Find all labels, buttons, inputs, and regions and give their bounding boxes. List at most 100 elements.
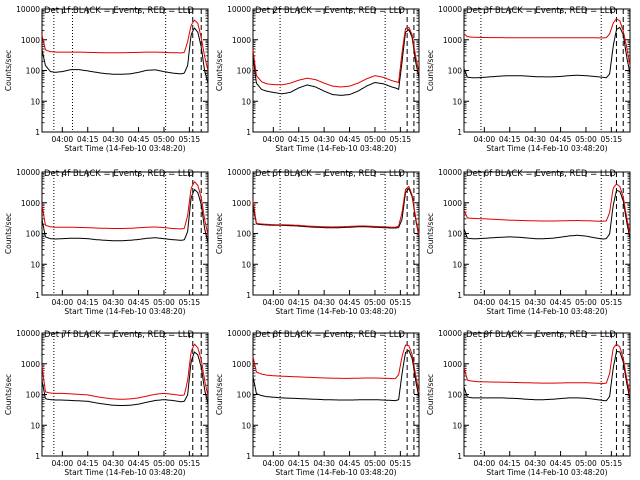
panel-title: Det 9f BLACK = Events, RED = LLD bbox=[466, 330, 616, 340]
x-tick-label: 04:15 bbox=[288, 459, 310, 468]
x-tick-label: 04:15 bbox=[499, 135, 521, 144]
panel-8: Det 8f BLACK = Events, RED = LLD 1 10 100 10… bbox=[215, 329, 420, 477]
x-tick-label: 04:45 bbox=[339, 459, 361, 468]
panel-title: Det 1f BLACK = Events, RED = LLD bbox=[44, 6, 194, 16]
y-tick-label: 10000 bbox=[438, 5, 462, 14]
events-series-line bbox=[252, 28, 420, 96]
x-tick-label: 04:00 bbox=[263, 298, 285, 307]
panel-title: Det 2f BLACK = Events, RED = LLD bbox=[255, 6, 405, 16]
x-tick-label: 04:00 bbox=[52, 459, 74, 468]
y-tick-label: 10000 bbox=[16, 329, 40, 338]
x-tick-label: 04:00 bbox=[474, 135, 496, 144]
x-tick-label: 04:30 bbox=[102, 135, 124, 144]
y-tick-label: 1 bbox=[457, 291, 462, 300]
x-tick-label: 04:45 bbox=[128, 135, 150, 144]
y-tick-label: 1 bbox=[35, 128, 40, 137]
plot-frame bbox=[41, 332, 209, 457]
y-tick-label: 10 bbox=[241, 97, 251, 106]
x-tick-label: 04:15 bbox=[499, 459, 521, 468]
panel-3: Det 3f BLACK = Events, RED = LLD 1 10 100 10… bbox=[426, 5, 631, 153]
y-axis-label: Counts/sec bbox=[4, 374, 13, 415]
x-tick-label: 04:45 bbox=[128, 298, 150, 307]
y-axis-label: Counts/sec bbox=[426, 213, 435, 254]
plot-frame bbox=[252, 332, 420, 457]
panel-title: Det 3f BLACK = Events, RED = LLD bbox=[466, 6, 616, 16]
y-tick-label: 10 bbox=[30, 421, 40, 430]
x-tick-label: 05:00 bbox=[153, 459, 175, 468]
y-tick-label: 1000 bbox=[443, 199, 462, 208]
x-tick-label: 04:30 bbox=[524, 459, 546, 468]
x-tick-label: 04:15 bbox=[288, 135, 310, 144]
x-axis-label: Start Time (14-Feb-10 03:48:20) bbox=[275, 307, 396, 316]
plot-frame bbox=[252, 8, 420, 133]
panel-9: Det 9f BLACK = Events, RED = LLD 1 10 100 10… bbox=[426, 329, 631, 477]
x-tick-label: 05:15 bbox=[179, 135, 201, 144]
y-tick-label: 10000 bbox=[227, 5, 251, 14]
x-tick-label: 04:15 bbox=[288, 298, 310, 307]
lld-series-line bbox=[252, 185, 420, 236]
y-tick-label: 10 bbox=[241, 421, 251, 430]
x-tick-label: 04:00 bbox=[263, 135, 285, 144]
y-tick-label: 10000 bbox=[227, 329, 251, 338]
panel-6: Det 6f BLACK = Events, RED = LLD 1 10 100 10… bbox=[426, 168, 631, 316]
y-tick-label: 1 bbox=[246, 452, 251, 461]
x-tick-label: 04:45 bbox=[550, 298, 572, 307]
x-tick-label: 05:00 bbox=[575, 135, 597, 144]
y-tick-label: 1000 bbox=[232, 360, 251, 369]
events-series-line bbox=[463, 350, 631, 402]
y-tick-label: 100 bbox=[26, 67, 41, 76]
y-tick-label: 10 bbox=[241, 260, 251, 269]
y-tick-label: 1 bbox=[457, 128, 462, 137]
y-tick-label: 1 bbox=[246, 128, 251, 137]
events-series-line bbox=[41, 188, 209, 244]
x-tick-label: 04:30 bbox=[102, 298, 124, 307]
panel-title: Det 4f BLACK = Events, RED = LLD bbox=[44, 169, 194, 179]
x-tick-label: 04:15 bbox=[499, 298, 521, 307]
x-tick-label: 04:00 bbox=[52, 135, 74, 144]
x-tick-label: 04:15 bbox=[77, 135, 99, 144]
x-tick-label: 05:15 bbox=[601, 298, 623, 307]
panel-title: Det 5f BLACK = Events, RED = LLD bbox=[255, 169, 405, 179]
lld-series-line bbox=[41, 343, 209, 400]
y-tick-label: 10000 bbox=[16, 168, 40, 177]
y-tick-label: 10000 bbox=[16, 5, 40, 14]
panel-1: Det 1f BLACK = Events, RED = LLD 1 10 100 10… bbox=[4, 5, 209, 153]
events-series-line bbox=[252, 187, 420, 237]
y-axis-label: Counts/sec bbox=[215, 50, 224, 91]
x-axis-label: Start Time (14-Feb-10 03:48:20) bbox=[275, 144, 396, 153]
lld-series-line bbox=[463, 18, 631, 66]
y-tick-label: 10000 bbox=[438, 329, 462, 338]
x-axis-label: Start Time (14-Feb-10 03:48:20) bbox=[64, 468, 185, 477]
x-tick-label: 04:45 bbox=[339, 298, 361, 307]
y-axis-label: Counts/sec bbox=[215, 213, 224, 254]
x-tick-label: 05:00 bbox=[575, 459, 597, 468]
x-tick-label: 04:45 bbox=[128, 459, 150, 468]
x-tick-label: 04:30 bbox=[524, 298, 546, 307]
y-tick-label: 100 bbox=[26, 230, 41, 239]
y-tick-label: 10 bbox=[452, 260, 462, 269]
x-axis-label: Start Time (14-Feb-10 03:48:20) bbox=[64, 144, 185, 153]
lld-series-line bbox=[463, 183, 631, 234]
x-tick-label: 05:15 bbox=[179, 298, 201, 307]
y-tick-label: 10 bbox=[30, 260, 40, 269]
x-tick-label: 05:00 bbox=[364, 135, 386, 144]
y-tick-label: 1 bbox=[35, 452, 40, 461]
lld-series-line bbox=[252, 26, 420, 88]
x-tick-label: 04:45 bbox=[550, 459, 572, 468]
lld-series-line bbox=[252, 344, 420, 393]
y-tick-label: 10 bbox=[452, 421, 462, 430]
y-tick-label: 1 bbox=[457, 452, 462, 461]
y-tick-label: 1000 bbox=[21, 36, 40, 45]
x-tick-label: 04:30 bbox=[102, 459, 124, 468]
x-tick-label: 04:15 bbox=[77, 298, 99, 307]
plot-frame bbox=[463, 171, 631, 296]
panel-2: Det 2f BLACK = Events, RED = LLD 1 10 100 10… bbox=[215, 5, 420, 153]
x-tick-label: 04:45 bbox=[550, 135, 572, 144]
x-tick-label: 04:15 bbox=[77, 459, 99, 468]
y-tick-label: 1 bbox=[35, 291, 40, 300]
x-tick-label: 05:15 bbox=[390, 135, 412, 144]
x-axis-label: Start Time (14-Feb-10 03:48:20) bbox=[486, 144, 607, 153]
y-tick-label: 100 bbox=[237, 67, 252, 76]
y-tick-label: 1000 bbox=[443, 36, 462, 45]
